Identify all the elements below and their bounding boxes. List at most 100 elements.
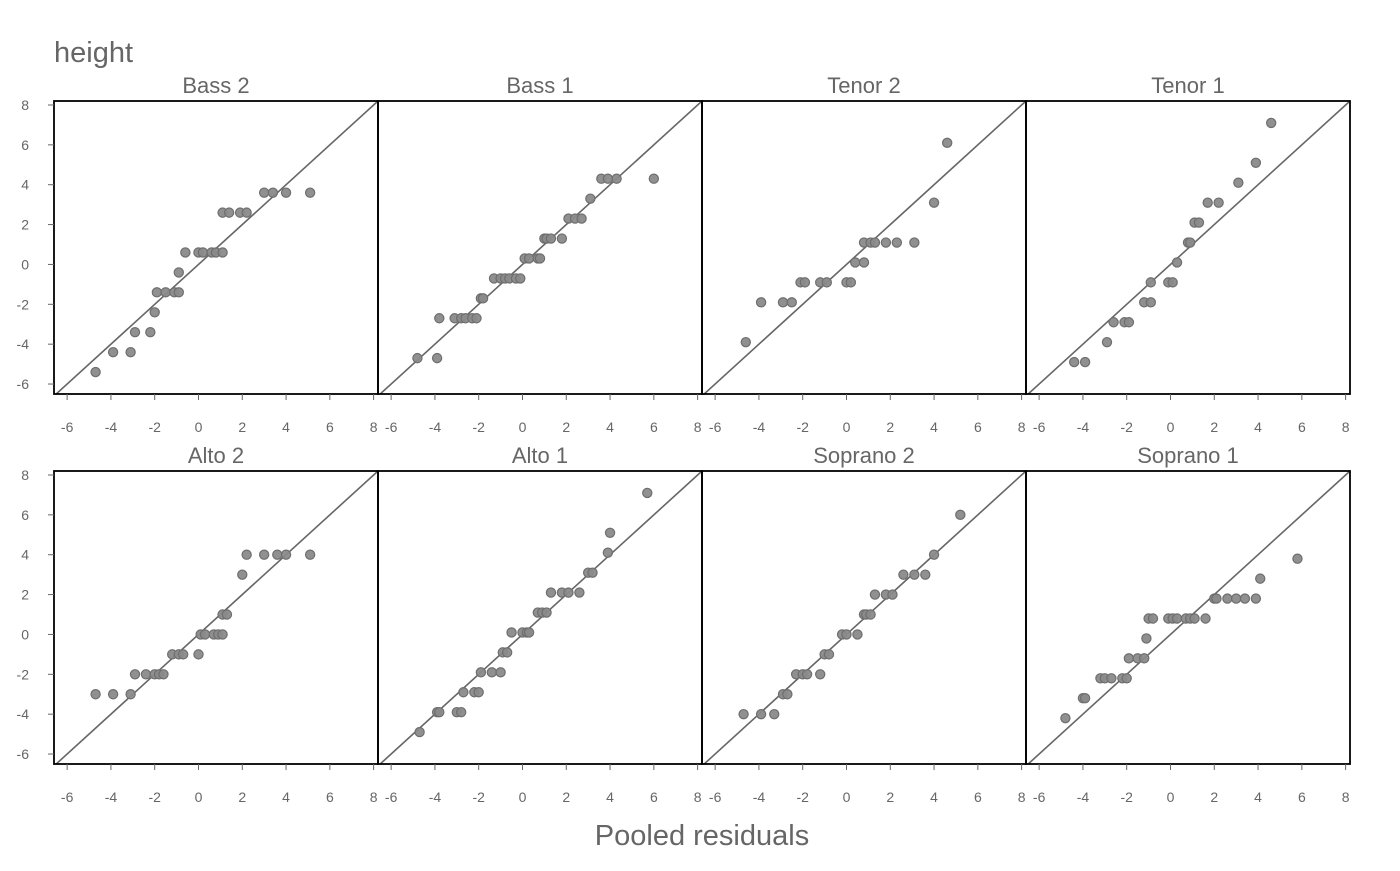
data-point bbox=[850, 257, 861, 268]
data-point bbox=[556, 233, 568, 244]
data-point bbox=[304, 549, 316, 560]
data-point bbox=[786, 297, 797, 308]
data-point bbox=[1250, 593, 1262, 604]
data-point bbox=[1141, 633, 1152, 644]
data-point bbox=[523, 253, 535, 264]
data-point bbox=[755, 708, 767, 720]
x-tick-label: -6 bbox=[1033, 789, 1046, 805]
x-tick-label: 8 bbox=[1018, 789, 1026, 805]
data-point bbox=[475, 667, 487, 678]
y-tick-label: 8 bbox=[21, 97, 29, 113]
data-point bbox=[955, 509, 966, 521]
x-tick-label: 2 bbox=[1210, 789, 1218, 805]
data-point bbox=[431, 352, 443, 364]
x-tick-label: 8 bbox=[694, 789, 702, 805]
panel-title: Tenor 1 bbox=[1151, 73, 1224, 98]
data-point bbox=[545, 233, 557, 244]
x-tick-label: 6 bbox=[326, 419, 334, 435]
data-point bbox=[217, 629, 228, 640]
x-tick-label: -2 bbox=[148, 789, 161, 805]
data-point bbox=[909, 237, 920, 248]
data-point bbox=[515, 273, 526, 284]
x-tick-label: 8 bbox=[1342, 419, 1350, 435]
y-tick-label: -2 bbox=[17, 666, 30, 682]
x-tick-label: 2 bbox=[562, 789, 570, 805]
y-tick-label: -2 bbox=[17, 296, 30, 312]
data-point bbox=[1139, 653, 1150, 664]
x-tick-label: 8 bbox=[370, 419, 378, 435]
data-point bbox=[769, 708, 780, 720]
data-point bbox=[486, 667, 498, 678]
data-point bbox=[506, 627, 517, 638]
data-point bbox=[574, 587, 585, 598]
x-tick-label: 2 bbox=[238, 789, 246, 805]
data-point bbox=[258, 187, 270, 198]
data-point bbox=[495, 667, 506, 678]
x-tick-label: 6 bbox=[974, 419, 982, 435]
y-tick-label: 0 bbox=[21, 256, 29, 272]
x-tick-label: -6 bbox=[61, 419, 74, 435]
data-point bbox=[587, 567, 598, 578]
panels-layer: Bass 2 -6 -4 -2 0 2 4 6 8 8 6 4 2 0 -2 -4 -6 Bass 1 -6 -4 -2… bbox=[17, 73, 1351, 805]
data-point bbox=[738, 708, 749, 720]
y-tick-label: -6 bbox=[17, 376, 30, 392]
x-tick-label: 4 bbox=[606, 419, 614, 435]
data-point bbox=[563, 587, 574, 598]
panel-frame bbox=[1025, 470, 1351, 765]
data-point bbox=[928, 197, 940, 208]
data-point bbox=[534, 253, 546, 264]
reference-line bbox=[379, 101, 702, 394]
x-tick-label: -6 bbox=[385, 789, 398, 805]
y-tick-label: 0 bbox=[21, 626, 29, 642]
data-point bbox=[1230, 593, 1242, 604]
data-point bbox=[241, 549, 252, 560]
x-tick-label: 2 bbox=[562, 419, 570, 435]
y-tick-label: -4 bbox=[17, 336, 30, 352]
data-point bbox=[1233, 177, 1244, 188]
panel-title: Bass 2 bbox=[182, 73, 249, 98]
data-point bbox=[941, 137, 953, 149]
x-tick-label: 2 bbox=[1210, 419, 1218, 435]
data-point bbox=[434, 706, 445, 718]
x-axis-label: Pooled residuals bbox=[595, 820, 809, 852]
data-point bbox=[1147, 613, 1159, 624]
data-point bbox=[1189, 613, 1200, 624]
data-point bbox=[140, 669, 152, 680]
panel-title: Tenor 2 bbox=[827, 73, 900, 98]
data-point bbox=[1292, 553, 1303, 564]
data-point bbox=[523, 627, 535, 638]
x-tick-label: -2 bbox=[472, 419, 485, 435]
data-point bbox=[173, 267, 184, 278]
data-point bbox=[237, 569, 248, 580]
x-tick-label: 6 bbox=[326, 789, 334, 805]
data-point bbox=[471, 313, 482, 324]
x-tick-label: -6 bbox=[61, 789, 74, 805]
x-tick-label: -6 bbox=[385, 419, 398, 435]
data-point bbox=[602, 547, 614, 558]
data-point bbox=[455, 706, 467, 718]
data-point bbox=[107, 689, 119, 700]
data-point bbox=[477, 293, 489, 304]
x-tick-label: 2 bbox=[886, 419, 894, 435]
x-tick-label: -4 bbox=[429, 419, 442, 435]
x-tick-label: 2 bbox=[886, 789, 894, 805]
data-point bbox=[1250, 157, 1262, 168]
x-tick-label: -4 bbox=[105, 419, 118, 435]
y-tick-label: -6 bbox=[17, 746, 30, 762]
x-tick-label: 0 bbox=[195, 789, 203, 805]
x-tick-label: -4 bbox=[753, 789, 766, 805]
data-point bbox=[869, 237, 881, 248]
data-point bbox=[821, 277, 832, 288]
data-point bbox=[887, 589, 898, 600]
data-point bbox=[585, 193, 596, 204]
data-point bbox=[602, 173, 614, 184]
y-tick-label: -4 bbox=[17, 706, 30, 722]
x-tick-label: -2 bbox=[796, 419, 809, 435]
data-point bbox=[217, 247, 228, 258]
y-tick-label: 2 bbox=[21, 587, 29, 603]
panel-title: Alto 1 bbox=[512, 443, 568, 468]
data-point bbox=[90, 689, 101, 700]
data-point bbox=[221, 609, 233, 620]
data-point bbox=[777, 297, 789, 308]
